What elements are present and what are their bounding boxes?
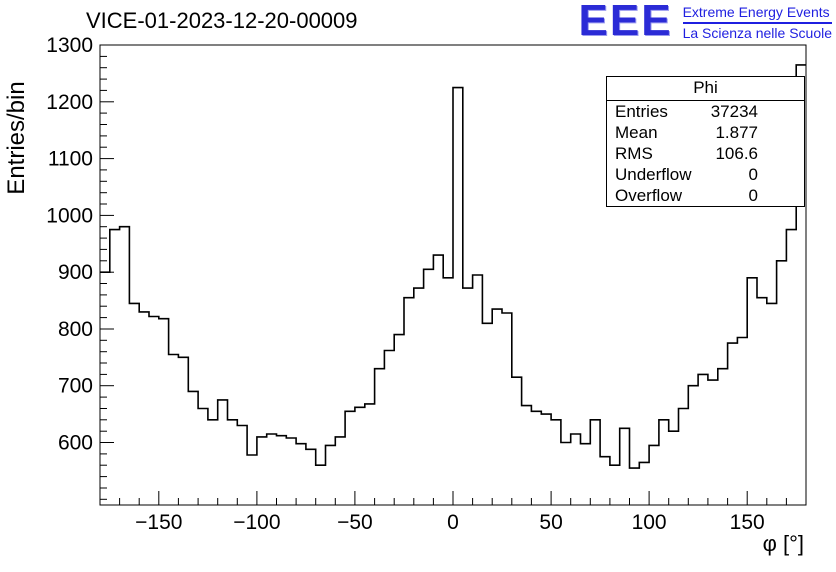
x-tick-label: −150 — [135, 511, 182, 534]
x-axis-title: φ [°] — [763, 531, 804, 556]
stats-label-mean: Mean — [615, 123, 658, 142]
stats-value-entries: 37234 — [710, 102, 758, 121]
x-tick-label: 0 — [447, 511, 459, 534]
y-tick-label: 900 — [58, 261, 93, 284]
stats-label-rms: RMS — [615, 144, 653, 163]
stats-label-entries: Entries — [615, 102, 668, 121]
stats-value-mean: 1.877 — [715, 123, 758, 142]
stats-row-overflow: Overflow 0 — [607, 185, 804, 206]
stats-row-underflow: Underflow 0 — [607, 164, 804, 185]
stats-value-rms: 106.6 — [715, 144, 758, 163]
stats-row-rms: RMS 106.6 — [607, 143, 804, 164]
x-tick-label: −50 — [337, 511, 373, 534]
histogram-line — [100, 64, 806, 469]
y-tick-label: 600 — [58, 432, 93, 455]
stats-row-mean: Mean 1.877 — [607, 122, 804, 143]
stats-value-overflow: 0 — [748, 186, 758, 205]
eee-logo-line2: La Scienza nelle Scuole — [682, 25, 832, 41]
eee-logo: EEE Extreme Energy Events La Scienza nel… — [578, 0, 832, 45]
stats-label-underflow: Underflow — [615, 165, 692, 184]
y-tick-label: 1200 — [46, 91, 93, 114]
stats-box-title: Phi — [607, 77, 804, 101]
x-tick-label: 100 — [632, 511, 667, 534]
eee-logo-line1: Extreme Energy Events — [682, 4, 832, 24]
stats-row-entries: Entries 37234 — [607, 101, 804, 122]
plot-title: VICE-01-2023-12-20-00009 — [86, 8, 358, 33]
x-tick-label: −100 — [233, 511, 280, 534]
x-tick-label: 50 — [539, 511, 562, 534]
x-tick-label: 150 — [730, 511, 765, 534]
eee-logo-text: EEE — [578, 0, 673, 45]
eee-logo-caption: Extreme Energy Events La Scienza nelle S… — [682, 2, 832, 41]
y-tick-label: 1100 — [48, 148, 93, 171]
y-tick-label: 700 — [58, 375, 93, 398]
y-tick-label: 800 — [58, 318, 93, 341]
stats-box: Phi Entries 37234 Mean 1.877 RMS 106.6 U… — [606, 76, 805, 207]
y-tick-label: 1000 — [46, 204, 93, 227]
stats-label-overflow: Overflow — [615, 186, 683, 205]
stats-value-underflow: 0 — [748, 165, 758, 184]
y-tick-label: 1300 — [46, 34, 93, 57]
y-axis-title: Entries/bin — [3, 81, 30, 194]
plot-layer: −150 −100 −50 0 50 100 150 600 700 800 900 1000 1100… — [46, 34, 807, 534]
